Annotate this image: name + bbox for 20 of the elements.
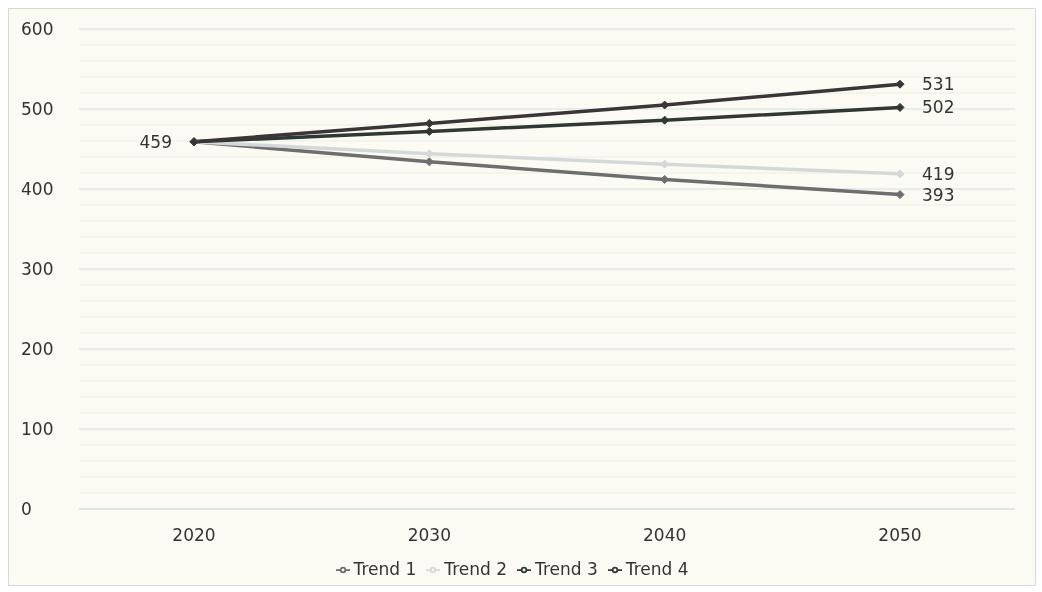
legend-label: Trend 2 <box>444 559 507 579</box>
data-label: 393 <box>922 184 955 205</box>
x-tick-label: 2030 <box>407 525 451 546</box>
legend-label: Trend 4 <box>625 559 689 579</box>
y-tick-label: 600 <box>21 19 54 40</box>
y-tick-label: 100 <box>21 419 54 440</box>
y-tick-label: 200 <box>21 339 54 360</box>
x-tick-label: 2050 <box>878 525 922 546</box>
x-tick-label: 2040 <box>643 525 687 546</box>
legend-label: Trend 3 <box>535 559 598 579</box>
y-tick-label: 400 <box>21 179 54 200</box>
data-label: 502 <box>922 97 955 118</box>
x-tick-label: 2020 <box>172 525 216 546</box>
y-tick-label: 0 <box>21 499 32 520</box>
y-tick-label: 300 <box>21 259 54 280</box>
data-label: 419 <box>922 163 955 184</box>
legend-label: Trend 1 <box>353 559 417 579</box>
y-tick-label: 500 <box>21 99 54 120</box>
data-label: 531 <box>922 74 955 95</box>
data-label: 459 <box>139 131 172 152</box>
